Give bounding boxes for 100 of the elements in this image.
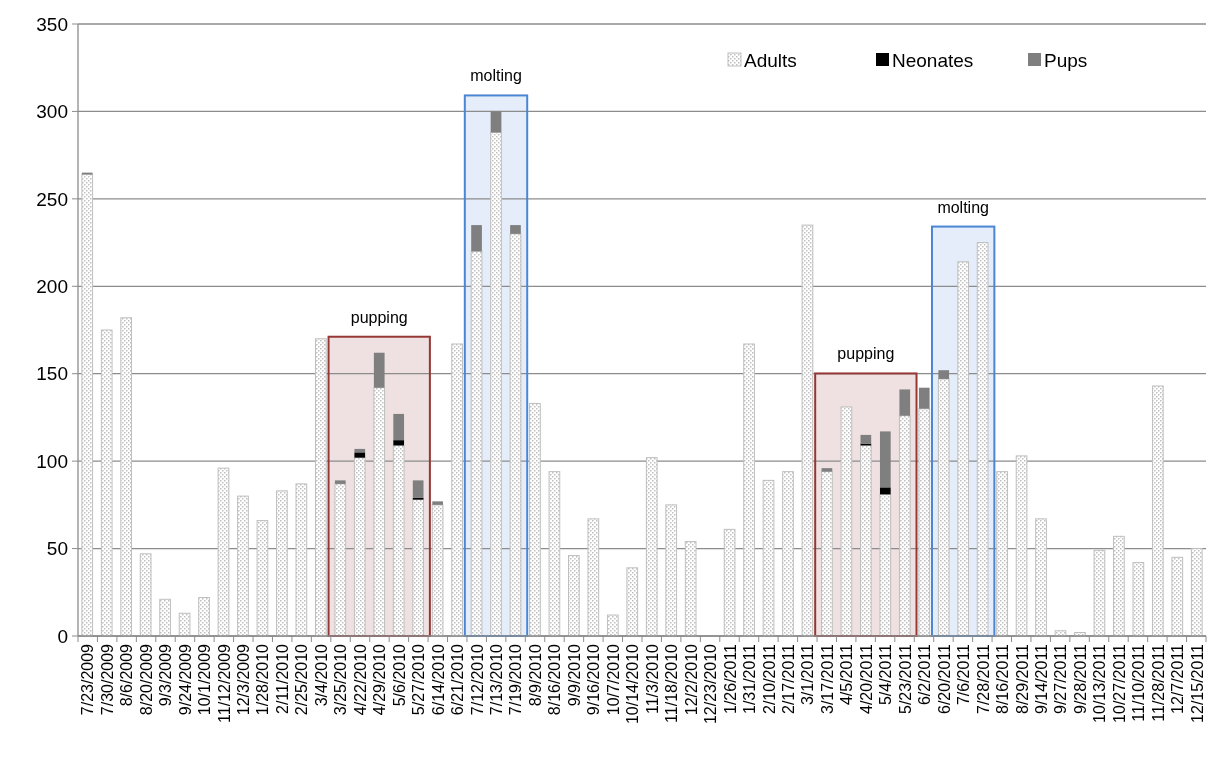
bar: [879, 431, 891, 488]
bar: [509, 233, 522, 637]
x-tick-label: 3/17/2011: [818, 643, 836, 714]
band-label: molting: [470, 67, 522, 85]
x-tick-label: 6/21/2010: [449, 643, 467, 716]
bar: [957, 261, 970, 637]
x-tick-label: 9/28/2011: [1071, 643, 1089, 714]
x-tick-label: 9/14/2011: [1033, 643, 1051, 714]
bar: [431, 504, 444, 637]
x-tick-label: 12/2/2010: [682, 643, 700, 716]
bar: [139, 553, 152, 637]
x-tick-label: 2/17/2011: [779, 643, 797, 714]
bar: [879, 487, 891, 495]
bar: [1190, 548, 1203, 637]
x-tick-label: 6/2/2011: [916, 643, 934, 706]
x-tick-label: 5/4/2011: [877, 643, 895, 706]
bar: [529, 402, 541, 637]
y-tick-label: 100: [36, 450, 68, 472]
bar: [860, 434, 872, 444]
bar: [412, 499, 424, 637]
bar: [490, 131, 502, 637]
bar: [548, 471, 561, 637]
x-tick-label: 7/6/2011: [955, 643, 973, 706]
x-tick-label: 1/26/2011: [721, 643, 739, 714]
x-tick-label: 8/20/2009: [137, 643, 155, 716]
x-tick-label: 10/1/2009: [196, 643, 214, 716]
bar: [276, 490, 288, 637]
x-tick-label: 1/28/2010: [254, 643, 272, 716]
bar: [1132, 562, 1145, 637]
bar: [353, 457, 366, 637]
bar: [1054, 630, 1067, 637]
bar: [840, 406, 853, 637]
legend-label: Pups: [1044, 49, 1088, 71]
x-tick-label: 7/13/2010: [488, 643, 506, 716]
bar: [723, 528, 736, 637]
bar: [217, 467, 230, 637]
bar: [587, 518, 600, 637]
bar: [743, 343, 755, 637]
bar: [860, 444, 872, 637]
bar: [1093, 549, 1106, 637]
bar: [490, 111, 502, 133]
x-tick-label: 1/31/2011: [741, 643, 759, 714]
y-tick-label: 0: [57, 625, 68, 647]
bar: [1035, 518, 1047, 637]
x-tick-label: 8/6/2009: [118, 643, 136, 707]
x-tick-label: 12/23/2010: [702, 643, 720, 725]
x-tick-label: 3/4/2010: [312, 643, 330, 707]
band-label: pupping: [350, 308, 408, 326]
bar: [178, 612, 191, 637]
bar: [120, 317, 133, 637]
bar: [899, 389, 911, 416]
x-tick-label: 2/11/2010: [273, 643, 291, 714]
x-tick-label: 7/12/2010: [468, 643, 486, 716]
x-tick-label: 7/19/2010: [507, 643, 525, 716]
bar: [237, 495, 249, 637]
x-tick-label: 4/29/2010: [371, 643, 389, 716]
bar: [821, 468, 833, 472]
x-tick-label: 11/18/2010: [663, 643, 681, 723]
x-tick-label: 11/12/2009: [215, 643, 233, 723]
x-tick-label: 11/3/2010: [643, 643, 661, 714]
y-tick-label: 150: [36, 363, 68, 385]
x-tick-label: 6/14/2010: [429, 643, 447, 716]
bar: [81, 173, 94, 637]
bar: [782, 471, 794, 637]
bar: [334, 483, 347, 637]
bar: [393, 413, 405, 441]
x-tick-label: 3/1/2011: [799, 643, 817, 706]
x-tick-label: 4/20/2011: [857, 643, 875, 714]
bar: [373, 352, 385, 388]
x-tick-label: 5/6/2010: [390, 643, 408, 707]
x-tick-label: 9/3/2009: [157, 643, 175, 707]
bar: [314, 338, 327, 637]
bar: [100, 329, 113, 637]
bar: [471, 225, 482, 252]
x-tick-label: 8/16/2011: [994, 643, 1012, 714]
bar: [393, 440, 405, 446]
bar: [762, 479, 775, 637]
x-tick-label: 7/30/2009: [98, 643, 116, 716]
bar: [937, 378, 950, 637]
bar: [645, 457, 658, 637]
y-tick-label: 300: [36, 101, 68, 123]
x-tick-label: 10/13/2011: [1091, 643, 1109, 723]
bar: [684, 541, 697, 637]
legend-label: Adults: [744, 49, 797, 71]
x-tick-label: 4/22/2010: [351, 643, 369, 716]
bar: [918, 408, 931, 637]
band-label: pupping: [837, 345, 895, 363]
x-tick-label: 12/15/2011: [1188, 643, 1206, 723]
x-tick-label: 2/25/2010: [293, 643, 311, 716]
x-tick-label: 5/23/2011: [896, 643, 914, 714]
bar: [392, 444, 405, 637]
bar: [334, 480, 346, 484]
bar: [976, 242, 989, 637]
x-tick-label: 7/28/2011: [974, 643, 992, 714]
y-tick-label: 50: [46, 538, 68, 560]
x-tick-label: 2/10/2011: [760, 643, 778, 714]
bar: [1151, 385, 1164, 637]
x-tick-label: 8/16/2010: [546, 643, 564, 716]
y-tick-label: 200: [36, 275, 68, 297]
x-tick-label: 8/29/2011: [1013, 643, 1031, 714]
